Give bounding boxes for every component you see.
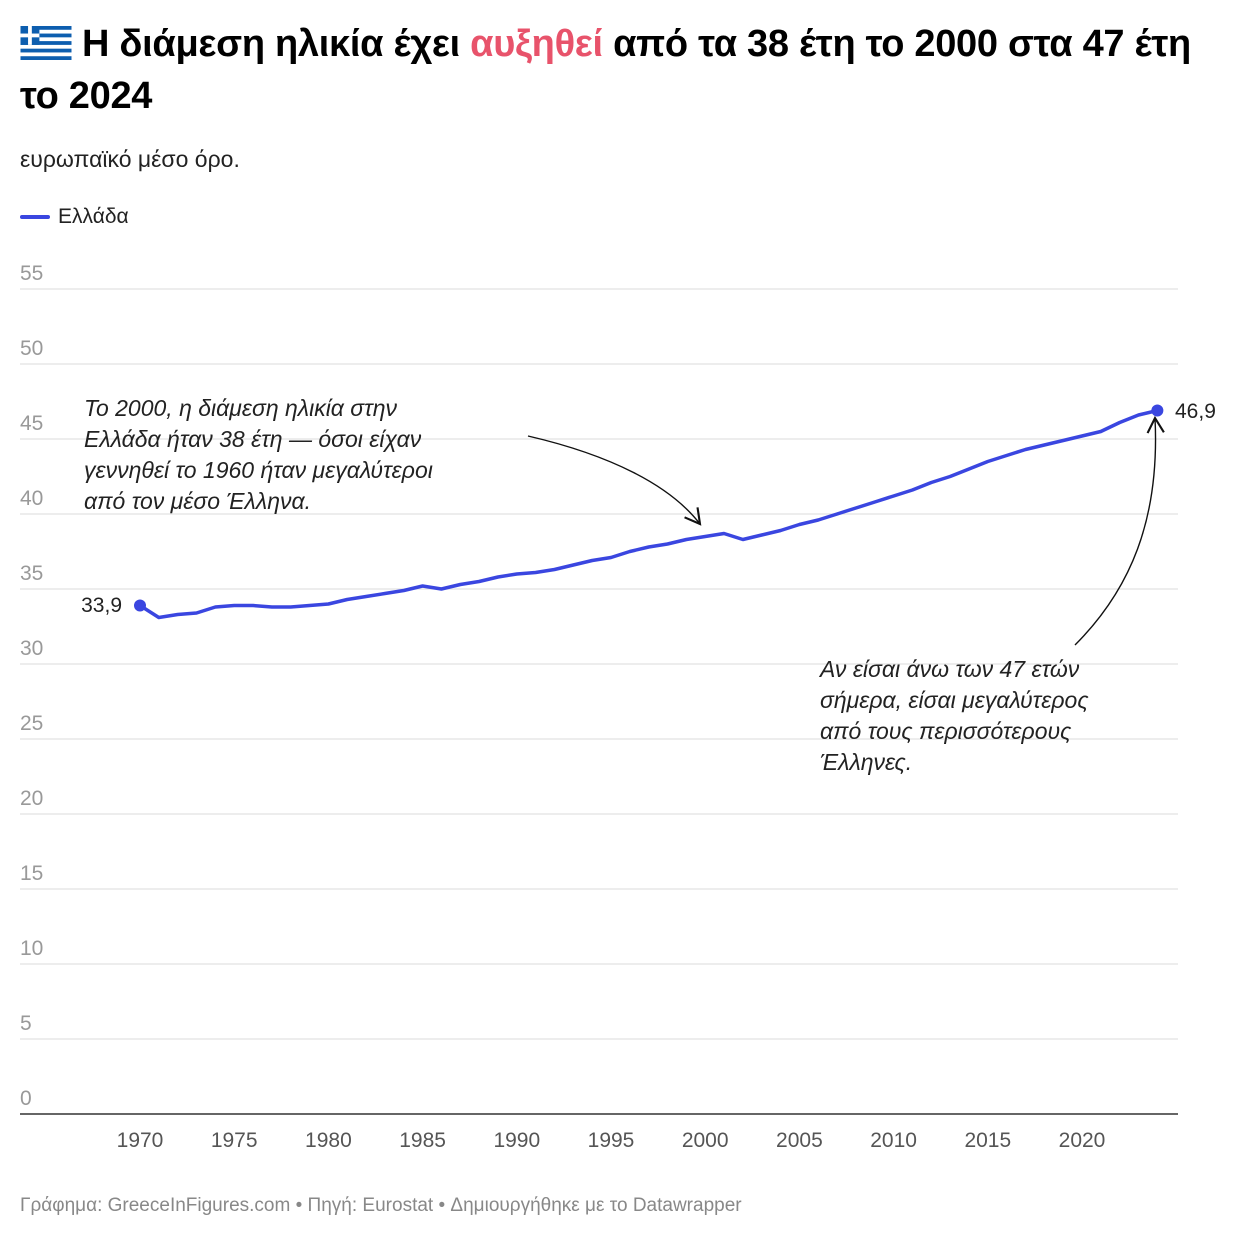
x-tick-label: 1975 [211,1129,258,1152]
x-tick-label: 1990 [493,1129,540,1152]
annotation-line: Ελλάδα ήταν 38 έτη — όσοι είχαν [84,426,422,452]
legend-label: Ελλάδα [58,205,129,228]
y-tick-label: 35 [20,562,43,585]
x-tick-label: 2020 [1059,1129,1106,1152]
title-highlight: αυξηθεί [470,23,603,65]
annotation-line: από τον μέσο Έλληνα. [84,488,311,514]
x-tick-label: 1970 [117,1129,164,1152]
annotation-line: Αν είσαι άνω των 47 ετών [818,656,1080,682]
title-text-before: Η διάμεση ηλικία έχει [82,23,471,65]
y-tick-label: 40 [20,487,43,510]
annotation-line: Έλληνες. [820,749,912,775]
y-tick-label: 50 [20,337,43,360]
chart-footer: Γράφημα: GreeceInFigures.com • Πηγή: Eur… [20,1195,742,1216]
greece-flag-icon [20,26,72,60]
annotation-2000: Το 2000, η διάμεση ηλικία στην Ελλάδα ήτ… [84,395,439,514]
y-tick-label: 20 [20,787,43,810]
legend-swatch [20,215,50,219]
annotation-arrow-2000 [527,435,702,526]
y-tick-label: 25 [20,712,43,735]
y-tick-label: 5 [20,1012,32,1035]
annotation-arrow-2024 [1074,415,1165,646]
legend: Ελλάδα [20,205,129,229]
data-point [134,599,146,612]
y-tick-label: 15 [20,862,43,885]
chart-title: Η διάμεση ηλικία έχει αυξηθεί από τα 38 … [20,18,1220,122]
x-tick-label: 2000 [682,1129,729,1152]
point-label-start: 33,9 [81,594,122,617]
annotation-line: σήμερα, είσαι μεγαλύτερος [820,687,1089,713]
y-tick-label: 55 [20,262,43,285]
x-tick-label: 2010 [870,1129,917,1152]
annotation-2024: Αν είσαι άνω των 47 ετών σήμερα, είσαι μ… [818,656,1095,775]
chart-subtitle: ευρωπαϊκό μέσο όρο. [20,146,240,172]
x-tick-label: 1980 [305,1129,352,1152]
series-line [139,408,1158,620]
x-tick-label: 2005 [776,1129,823,1152]
x-tick-label: 2015 [964,1129,1011,1152]
y-tick-label: 0 [20,1087,32,1110]
x-tick-label: 1995 [588,1129,635,1152]
y-tick-label: 45 [20,412,43,435]
annotation-line: γεννηθεί το 1960 ήταν μεγαλύτεροι [84,457,433,483]
title-text-after: από τα 38 έτη το 2000 στα 47 έτη το 2024 [20,23,1191,117]
annotation-line: από τους περισσότερους [820,718,1072,744]
annotation-line: Το 2000, η διάμεση ηλικία στην [84,395,398,421]
x-tick-label: 1985 [399,1129,446,1152]
point-label-end: 46,9 [1175,400,1216,423]
y-tick-label: 30 [20,637,43,660]
y-tick-label: 10 [20,937,43,960]
data-point [1151,404,1164,417]
